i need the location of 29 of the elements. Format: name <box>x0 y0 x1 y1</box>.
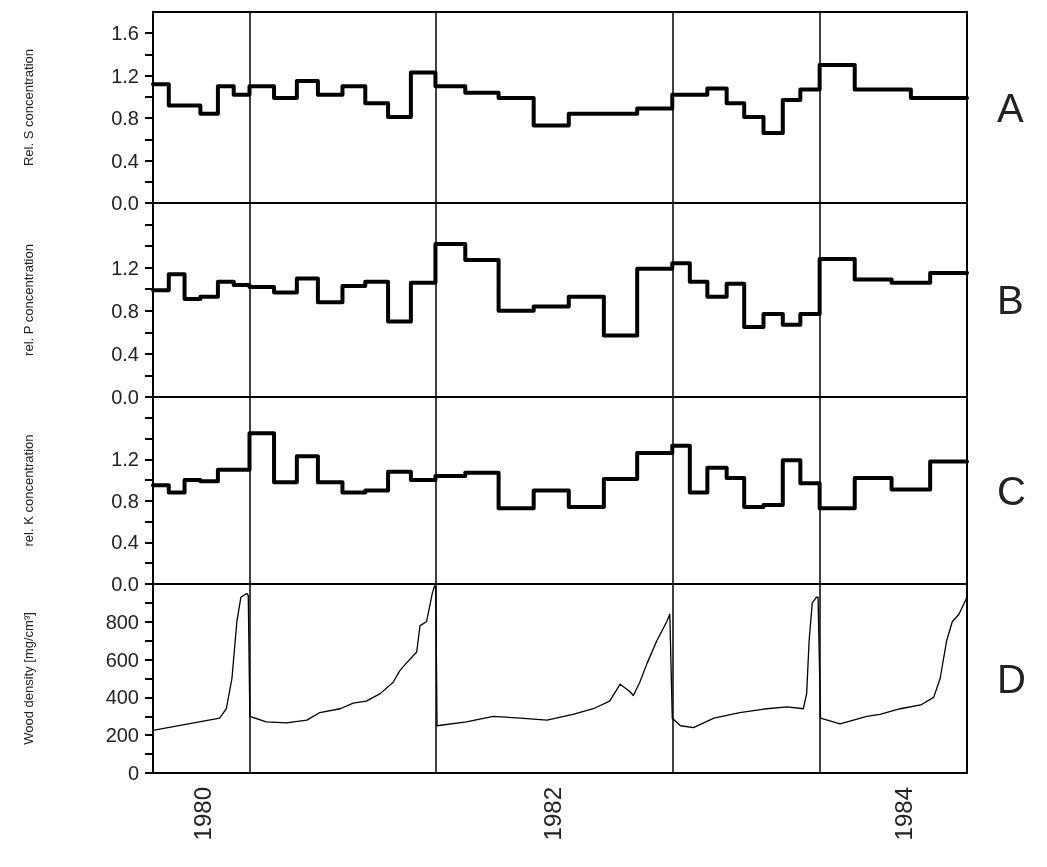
y-axis-title: rel. P concentration <box>21 244 36 356</box>
y-tick-label: 0.8 <box>111 489 139 512</box>
y-axis-title: rel. K concentration <box>21 434 36 547</box>
y-tick-label: 400 <box>105 686 139 709</box>
text: B <box>997 278 1024 322</box>
y-tick-label: 200 <box>105 724 139 747</box>
x-tick-label: 1982 <box>539 787 567 841</box>
y-tick-label: 0.0 <box>111 386 139 408</box>
y-tick-label: 0.8 <box>111 299 139 322</box>
y-tick-label: 0.4 <box>111 149 139 172</box>
y-tick-label: 800 <box>105 610 139 633</box>
y-tick-label: 600 <box>105 648 139 671</box>
y-tick-label: 0.0 <box>111 573 139 595</box>
x-tick-label: 1984 <box>890 787 918 841</box>
y-axis-title: Rel. S concentration <box>21 48 36 167</box>
y-tick-label: 1.2 <box>111 448 139 471</box>
text: C <box>997 468 1026 513</box>
y-tick-label: 0.4 <box>111 531 139 554</box>
text: D <box>997 656 1026 701</box>
y-tick-label: 0 <box>127 762 139 784</box>
y-tick-label: 0.4 <box>111 342 139 365</box>
y-tick-label: 1.2 <box>111 64 139 87</box>
y-tick-label: 1.2 <box>111 256 139 279</box>
y-tick-label: 1.6 <box>111 22 139 45</box>
y-axis-title: Wood density [mg/cm³] <box>21 612 36 745</box>
y-tick-label: 0.8 <box>111 107 139 130</box>
y-tick-label: 0.0 <box>111 192 139 214</box>
x-tick-label: 1980 <box>188 787 216 841</box>
text: A <box>997 85 1024 130</box>
